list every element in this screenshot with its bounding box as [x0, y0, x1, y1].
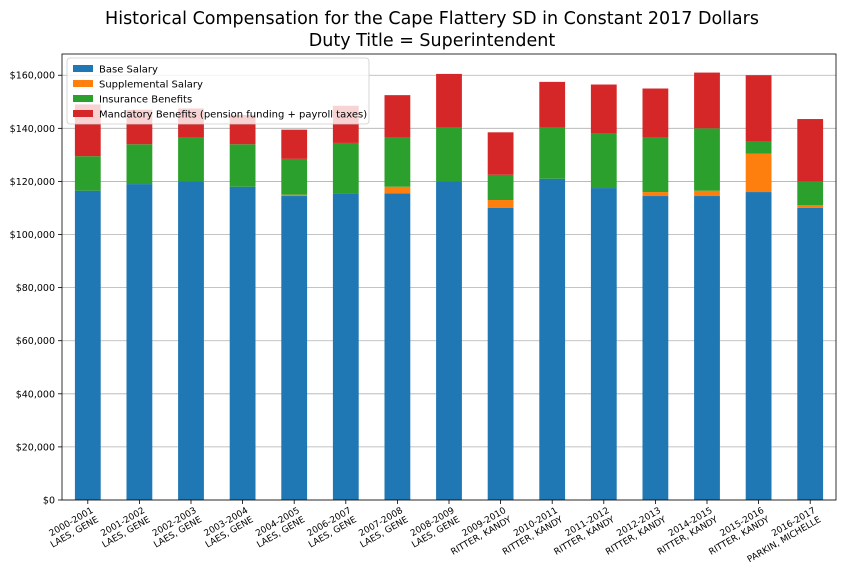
bar-segment-mandatory [745, 75, 772, 142]
bar-segment-supplemental [281, 194, 308, 197]
bar-segment-supplemental [745, 153, 772, 193]
bar-segment-mandatory [487, 132, 514, 175]
bar-segment-insurance [797, 181, 824, 206]
x-tick-label: 2007-2008LAES, GENE [353, 506, 410, 551]
bar-segment-insurance [539, 127, 566, 179]
bar-segment-insurance [74, 156, 101, 191]
legend-swatch [73, 65, 93, 72]
bar-segment-base [384, 193, 411, 500]
bar-segment-supplemental [694, 190, 720, 197]
bar-segment-base [539, 178, 566, 500]
bar-segment-base [332, 193, 359, 500]
x-tick-label: 2002-2003LAES, GENE [147, 506, 204, 551]
bar-segment-base [436, 181, 462, 500]
bars-layer [74, 72, 824, 501]
bar-segment-supplemental [487, 200, 514, 208]
y-tick-label: $80,000 [16, 283, 55, 294]
bar-segment-insurance [384, 137, 411, 187]
bar-segment-base [74, 190, 101, 500]
y-tick-label: $0 [43, 496, 55, 507]
bar-segment-mandatory [436, 73, 462, 128]
bar-segment-supplemental [642, 192, 669, 197]
bar-segment-insurance [229, 144, 256, 187]
y-tick-label: $120,000 [10, 177, 55, 188]
chart-subtitle: Duty Title = Superintendent [308, 31, 556, 51]
bar-segment-base [694, 196, 720, 500]
bar-segment-insurance [281, 158, 308, 195]
bar-segment-base [797, 207, 824, 500]
bar-segment-insurance [642, 137, 669, 193]
y-tick-label: $60,000 [16, 336, 55, 347]
bar-segment-base [229, 186, 256, 500]
bar-segment-base [281, 196, 308, 500]
legend-swatch [73, 95, 93, 102]
bar-segment-insurance [436, 127, 462, 182]
y-tick-label: $20,000 [16, 442, 55, 453]
bar-segment-insurance [332, 142, 359, 194]
legend-label: Mandatory Benefits (pension funding + pa… [99, 110, 367, 121]
bar-segment-mandatory [590, 84, 617, 134]
bar-segment-base [642, 196, 669, 500]
bar-segment-base [126, 184, 153, 501]
bar-segment-insurance [745, 141, 772, 154]
x-tick-label: 2004-2005LAES, GENE [250, 506, 307, 551]
bar-segment-base [487, 207, 514, 500]
chart-title: Historical Compensation for the Cape Fla… [105, 9, 759, 29]
bar-segment-base [745, 192, 772, 501]
y-tick-label: $140,000 [10, 124, 55, 135]
x-tick-label: 2001-2002LAES, GENE [95, 506, 152, 551]
x-tick-label: 2000-2001LAES, GENE [44, 506, 101, 551]
legend-label: Supplemental Salary [99, 80, 203, 91]
y-tick-label: $40,000 [16, 389, 55, 400]
bar-segment-mandatory [539, 81, 566, 128]
bar-segment-insurance [590, 133, 617, 189]
legend-swatch [73, 80, 93, 87]
bar-segment-insurance [487, 174, 514, 201]
bar-segment-base [178, 181, 204, 500]
bar-segment-insurance [178, 137, 204, 182]
bar-segment-supplemental [797, 205, 824, 208]
bar-segment-insurance [126, 144, 153, 185]
bar-segment-insurance [694, 128, 720, 191]
plot-frame [61, 53, 837, 501]
bar-segment-mandatory [384, 95, 411, 138]
x-tick-label: 2006-2007LAES, GENE [302, 506, 359, 551]
legend-label: Insurance Benefits [99, 95, 192, 106]
bar-segment-supplemental [384, 186, 411, 194]
y-tick-label: $100,000 [10, 230, 55, 241]
x-tick-label: 2003-2004LAES, GENE [199, 506, 256, 551]
legend: Base Salary Supplemental Salary Insurance … [66, 57, 370, 125]
bar-segment-mandatory [797, 119, 824, 182]
chart-title-block: Historical Compensation for the Cape Fla… [0, 8, 864, 52]
legend-box [66, 57, 370, 125]
y-tick-label: $160,000 [10, 71, 55, 82]
bar-segment-mandatory [281, 129, 308, 159]
x-tick-label: 2008-2009LAES, GENE [405, 506, 462, 551]
legend-swatch [73, 110, 93, 117]
legend-label: Base Salary [99, 65, 158, 76]
bar-segment-mandatory [642, 88, 669, 138]
bar-segment-mandatory [694, 72, 720, 129]
bar-segment-base [590, 188, 617, 500]
